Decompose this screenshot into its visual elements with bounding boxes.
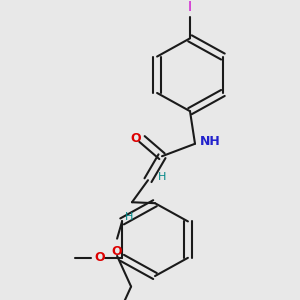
Text: O: O [112,245,122,258]
Text: O: O [131,131,141,145]
Text: I: I [188,0,192,14]
Text: O: O [95,251,105,264]
Text: H: H [158,172,166,182]
Text: NH: NH [200,135,221,148]
Text: H: H [125,212,133,222]
